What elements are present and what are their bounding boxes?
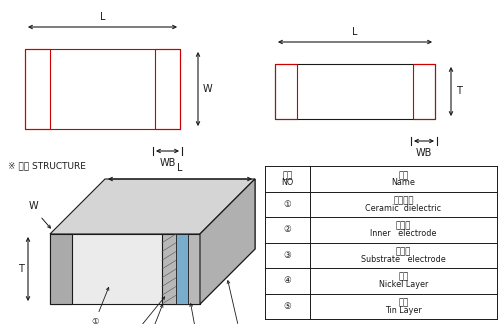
Text: Inner   electrode: Inner electrode (370, 229, 436, 238)
Text: T: T (18, 264, 24, 274)
Polygon shape (162, 234, 200, 304)
Text: 锡层: 锡层 (398, 298, 408, 307)
Text: W: W (28, 201, 38, 211)
Text: 镍层: 镍层 (398, 273, 408, 282)
Text: Ceramic  dielectric: Ceramic dielectric (366, 204, 442, 213)
Text: ④: ④ (190, 304, 202, 324)
Text: ①: ① (91, 287, 109, 324)
Text: WB: WB (160, 158, 176, 168)
Text: ①: ① (284, 200, 292, 209)
Text: WB: WB (416, 148, 432, 158)
Text: NO: NO (282, 178, 294, 187)
Polygon shape (200, 179, 255, 304)
Polygon shape (176, 234, 188, 304)
Polygon shape (50, 234, 200, 304)
Text: W: W (203, 84, 212, 94)
Text: Tin Layer: Tin Layer (385, 306, 422, 315)
Bar (275, 64, 297, 119)
Text: ②: ② (284, 225, 292, 234)
Bar (25, 49, 50, 129)
Text: ④: ④ (284, 276, 292, 285)
Text: ②: ② (126, 297, 164, 324)
Text: L: L (177, 163, 183, 173)
Text: Nickel Layer: Nickel Layer (379, 280, 428, 289)
Text: T: T (456, 87, 462, 97)
Bar (413, 64, 435, 119)
Bar (25, 49, 180, 129)
Bar (275, 64, 435, 119)
Polygon shape (200, 179, 255, 304)
Text: Name: Name (392, 178, 415, 187)
Text: 名称: 名称 (398, 171, 408, 180)
Text: Substrate   electrode: Substrate electrode (361, 255, 446, 264)
Bar (155, 49, 180, 129)
Text: 序号: 序号 (282, 171, 292, 180)
Text: ⑤: ⑤ (284, 302, 292, 311)
Text: 外电极: 外电极 (396, 247, 411, 256)
Text: 陶瓷介质: 陶瓷介质 (393, 196, 414, 205)
Text: ※ 结构 STRUCTURE: ※ 结构 STRUCTURE (8, 161, 86, 170)
Polygon shape (50, 234, 72, 304)
Text: ③: ③ (142, 305, 163, 324)
Text: ⑤: ⑤ (227, 281, 244, 324)
Text: ③: ③ (284, 251, 292, 260)
Polygon shape (50, 179, 255, 234)
Text: 内电极: 内电极 (396, 222, 411, 231)
Text: L: L (100, 12, 105, 22)
Text: L: L (352, 27, 358, 37)
